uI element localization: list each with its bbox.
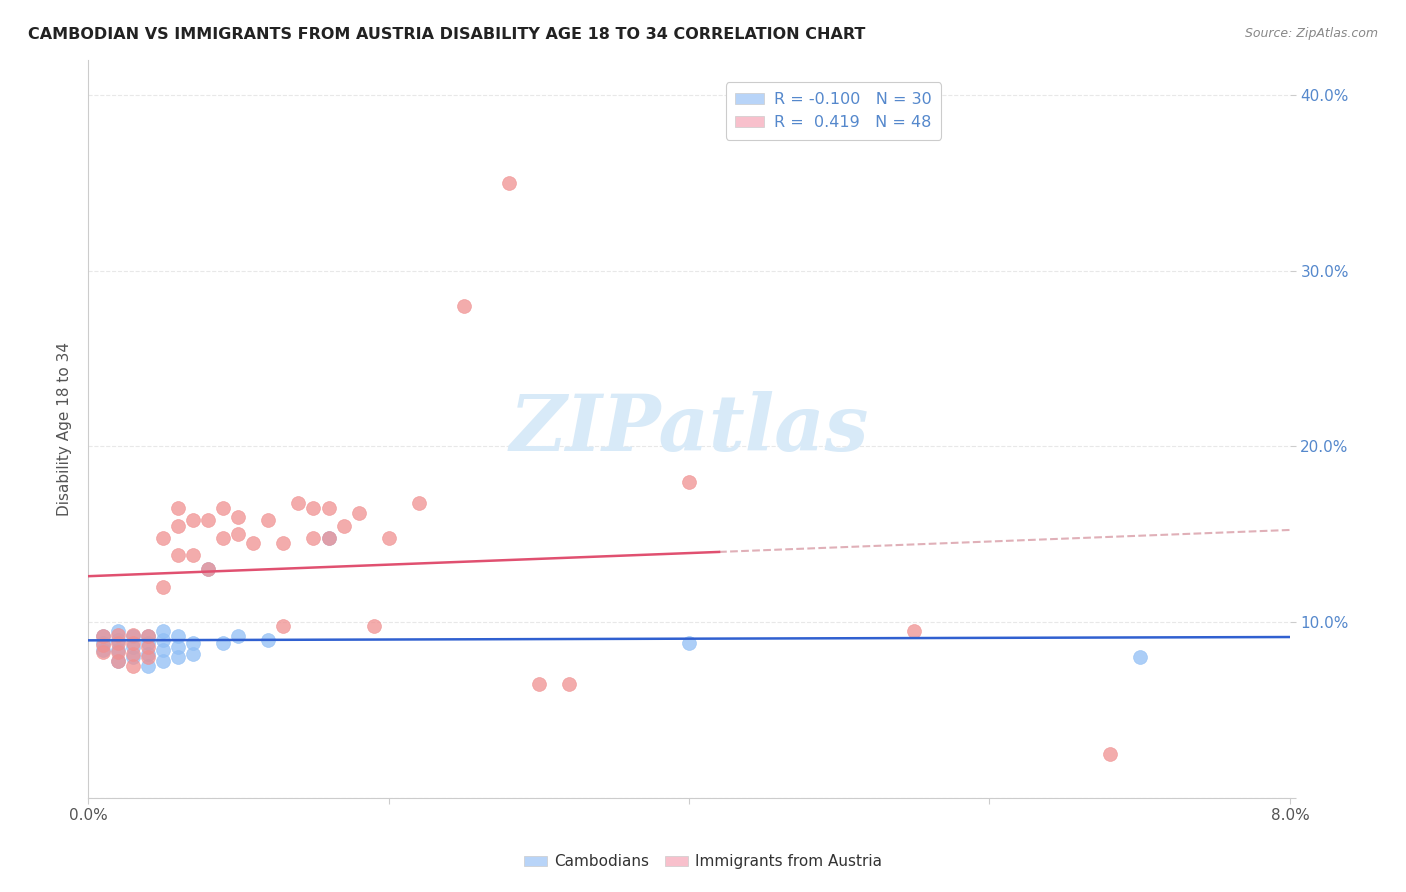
Point — [167, 518, 190, 533]
Point — [107, 624, 129, 638]
Point — [678, 636, 700, 650]
Point — [242, 536, 264, 550]
Point — [167, 549, 190, 563]
Point — [136, 659, 159, 673]
Point — [197, 513, 219, 527]
Point — [498, 176, 520, 190]
Point — [212, 531, 235, 545]
Point — [122, 640, 145, 654]
Text: Source: ZipAtlas.com: Source: ZipAtlas.com — [1244, 27, 1378, 40]
Point — [903, 624, 925, 638]
Point — [318, 531, 340, 545]
Legend: Cambodians, Immigrants from Austria: Cambodians, Immigrants from Austria — [517, 848, 889, 875]
Point — [453, 299, 475, 313]
Point — [527, 677, 550, 691]
Point — [181, 549, 204, 563]
Point — [122, 627, 145, 641]
Point — [273, 536, 295, 550]
Point — [152, 632, 174, 647]
Point — [152, 531, 174, 545]
Point — [136, 629, 159, 643]
Point — [91, 636, 114, 650]
Point — [122, 647, 145, 661]
Point — [152, 654, 174, 668]
Point — [257, 632, 280, 647]
Text: ZIPatlas: ZIPatlas — [509, 391, 869, 467]
Point — [91, 643, 114, 657]
Point — [332, 518, 354, 533]
Point — [152, 580, 174, 594]
Point — [678, 475, 700, 489]
Point — [181, 513, 204, 527]
Point — [318, 500, 340, 515]
Point — [107, 654, 129, 668]
Point — [91, 645, 114, 659]
Point — [136, 640, 159, 654]
Text: CAMBODIAN VS IMMIGRANTS FROM AUSTRIA DISABILITY AGE 18 TO 34 CORRELATION CHART: CAMBODIAN VS IMMIGRANTS FROM AUSTRIA DIS… — [28, 27, 866, 42]
Point — [197, 562, 219, 576]
Point — [181, 647, 204, 661]
Point — [122, 650, 145, 665]
Point — [107, 632, 129, 647]
Point — [273, 619, 295, 633]
Point — [377, 531, 399, 545]
Point — [228, 629, 250, 643]
Point — [91, 629, 114, 643]
Point — [197, 562, 219, 576]
Point — [122, 659, 145, 673]
Point — [181, 636, 204, 650]
Point — [167, 500, 190, 515]
Point — [107, 645, 129, 659]
Point — [302, 531, 325, 545]
Point — [91, 638, 114, 652]
Point — [122, 636, 145, 650]
Point — [107, 654, 129, 668]
Point — [228, 509, 250, 524]
Point — [257, 513, 280, 527]
Point — [408, 496, 430, 510]
Point — [152, 624, 174, 638]
Point — [1129, 650, 1152, 665]
Point — [212, 636, 235, 650]
Point — [152, 643, 174, 657]
Point — [167, 629, 190, 643]
Point — [363, 619, 385, 633]
Point — [107, 627, 129, 641]
Point — [167, 650, 190, 665]
Point — [558, 677, 581, 691]
Point — [136, 629, 159, 643]
Point — [1098, 747, 1121, 761]
Legend: R = -0.100   N = 30, R =  0.419   N = 48: R = -0.100 N = 30, R = 0.419 N = 48 — [725, 82, 941, 139]
Y-axis label: Disability Age 18 to 34: Disability Age 18 to 34 — [58, 342, 72, 516]
Point — [167, 640, 190, 654]
Point — [212, 500, 235, 515]
Point — [107, 636, 129, 650]
Point — [107, 643, 129, 657]
Point — [136, 650, 159, 665]
Point — [318, 531, 340, 545]
Point — [287, 496, 309, 510]
Point — [91, 629, 114, 643]
Point — [136, 636, 159, 650]
Point — [228, 527, 250, 541]
Point — [136, 647, 159, 661]
Point — [122, 629, 145, 643]
Point — [347, 506, 370, 520]
Point — [302, 500, 325, 515]
